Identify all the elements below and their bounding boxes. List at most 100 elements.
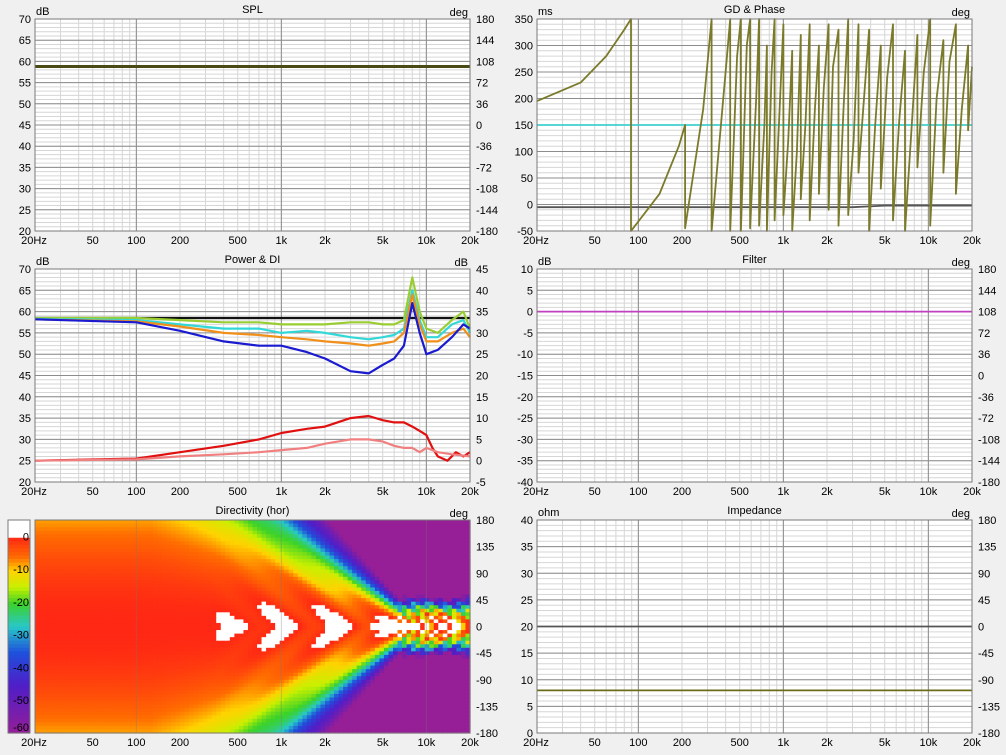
heatmap-cell <box>39 622 45 628</box>
heatmap-cell <box>293 622 299 628</box>
heatmap-cell <box>148 633 154 638</box>
heatmap-cell <box>71 527 77 532</box>
heatmap-cell <box>152 644 158 649</box>
heatmap-cell <box>370 626 376 631</box>
heatmap-cell <box>297 598 303 603</box>
heatmap-cell <box>266 576 272 581</box>
heatmap-cell <box>75 541 81 546</box>
heatmap-cell <box>57 601 63 606</box>
heatmap-cell <box>189 626 195 631</box>
heatmap-cell <box>315 647 322 652</box>
heatmap-cell <box>365 662 371 667</box>
heatmap-cell <box>80 548 86 553</box>
heatmap-cell <box>80 562 86 567</box>
heatmap-cell <box>311 665 317 670</box>
heatmap-cell <box>352 718 358 723</box>
heatmap-cell <box>216 537 222 542</box>
heatmap-cell <box>89 569 95 574</box>
heatmap-cell <box>329 523 335 528</box>
heatmap-cell <box>112 722 118 727</box>
heatmap-cell <box>175 644 181 649</box>
heatmap-cell <box>102 722 109 727</box>
heatmap-cell <box>306 669 313 674</box>
heatmap-cell <box>130 690 136 695</box>
heatmap-cell <box>93 548 100 553</box>
heatmap-cell <box>161 580 168 585</box>
heatmap-cell <box>338 587 344 592</box>
heatmap-cell <box>370 665 376 670</box>
heatmap-cell <box>107 708 113 713</box>
heatmap-cell <box>98 725 104 731</box>
heatmap-cell <box>279 551 285 557</box>
heatmap-cell <box>148 672 154 677</box>
heatmap-cell <box>325 562 331 567</box>
heatmap-cell <box>243 622 249 628</box>
heatmap-cell <box>229 725 235 731</box>
heatmap-cell <box>35 580 41 585</box>
heatmap-cell <box>143 601 149 606</box>
heatmap-cell <box>229 576 235 581</box>
heatmap-cell <box>148 555 154 560</box>
heatmap-cell <box>84 647 90 652</box>
heatmap-cell <box>306 612 313 617</box>
heatmap-cell <box>238 576 245 581</box>
heatmap-cell <box>329 665 335 670</box>
heatmap-cell <box>66 640 72 645</box>
heatmap-cell <box>75 718 81 723</box>
heatmap-cell <box>39 683 45 688</box>
heatmap-cell <box>170 729 177 734</box>
heatmap-cell <box>193 530 199 535</box>
heatmap-cell <box>275 548 281 553</box>
heatmap-cell <box>356 701 362 706</box>
heatmap-cell <box>211 591 217 596</box>
heatmap-cell <box>202 640 208 645</box>
heatmap-cell <box>302 644 308 649</box>
heatmap-cell <box>125 626 131 631</box>
heatmap-cell <box>356 619 362 624</box>
heatmap-cell <box>66 725 72 731</box>
heatmap-cell <box>320 537 326 542</box>
heatmap-cell <box>325 637 331 642</box>
heatmap-cell <box>293 598 299 603</box>
heatmap-cell <box>107 647 113 652</box>
heatmap-cell <box>229 612 235 617</box>
heatmap-cell <box>247 637 254 642</box>
heatmap-cell <box>220 662 226 667</box>
heatmap-cell <box>288 601 294 606</box>
heatmap-cell <box>257 551 263 557</box>
heatmap-cell <box>361 583 367 589</box>
heatmap-cell <box>84 630 90 635</box>
heatmap-cell <box>252 701 258 706</box>
heatmap-cell <box>157 573 163 578</box>
heatmap-cell <box>134 537 140 542</box>
heatmap-cell <box>352 690 358 695</box>
heatmap-cell <box>275 701 281 706</box>
y2-tick-label: 45 <box>476 264 488 276</box>
left-unit-label: ms <box>538 6 553 18</box>
heatmap-cell <box>35 658 41 663</box>
heatmap-cell <box>338 697 344 702</box>
heatmap-cell <box>62 647 68 652</box>
series-line <box>34 414 471 462</box>
heatmap-cell <box>157 701 163 706</box>
heatmap-cell <box>170 576 177 581</box>
heatmap-cell <box>139 541 145 546</box>
heatmap-cell <box>293 587 299 592</box>
heatmap-cell <box>157 722 163 727</box>
heatmap-cell <box>238 715 245 720</box>
heatmap-cell <box>62 654 68 660</box>
heatmap-cell <box>334 605 340 610</box>
heatmap-cell <box>89 541 95 546</box>
heatmap-cell <box>130 658 136 663</box>
heatmap-cell <box>57 551 63 557</box>
heatmap-cell <box>161 644 168 649</box>
heatmap-cell <box>134 697 140 702</box>
heatmap-cell <box>39 598 45 603</box>
heatmap-cell <box>352 576 358 581</box>
heatmap-cell <box>66 619 72 624</box>
heatmap-cell <box>148 654 154 660</box>
heatmap-cell <box>207 690 213 695</box>
heatmap-cell <box>189 548 195 553</box>
heatmap-cell <box>98 683 104 688</box>
heatmap-cell <box>306 651 313 656</box>
